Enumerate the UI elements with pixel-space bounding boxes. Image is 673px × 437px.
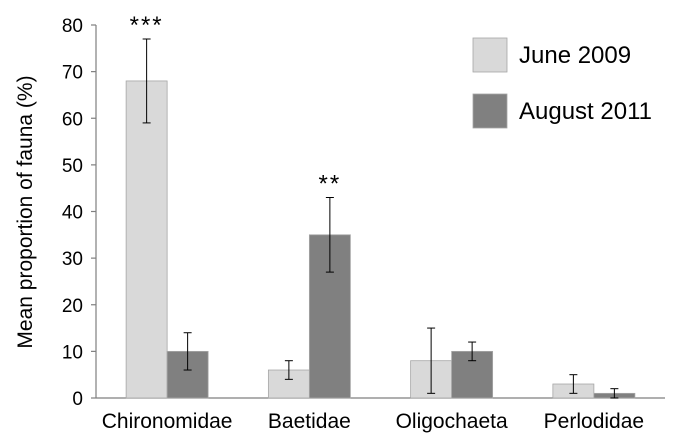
legend-swatch (472, 93, 508, 129)
legend: June 2009 August 2011 (472, 37, 652, 129)
y-tick-label: 70 (62, 63, 83, 84)
bar-june-2009-chironomidae (125, 80, 168, 399)
y-tick-label: 40 (62, 203, 83, 224)
x-category-label: Perlodidae (544, 410, 644, 433)
y-tick-label: 30 (62, 249, 83, 270)
plot-area: 0 10 20 30 40 50 60 70 80 Chironomidae Baetidae Oli… (62, 12, 665, 433)
y-tick-label: 60 (62, 109, 83, 130)
legend-label: June 2009 (519, 42, 631, 69)
x-category-label: Baetidae (268, 410, 351, 433)
y-tick-label: 0 (72, 389, 83, 410)
x-category-label: Oligochaeta (396, 410, 508, 433)
x-category-label: Chironomidae (102, 410, 233, 433)
legend-swatch (472, 37, 508, 73)
y-tick-label: 20 (62, 296, 83, 317)
y-tick-label: 80 (62, 16, 83, 37)
legend-label: August 2011 (519, 98, 652, 125)
y-tick-label: 50 (62, 156, 83, 177)
significance-marker: *** (130, 12, 164, 39)
y-axis-title: Mean proportion of fauna (%) (14, 75, 37, 348)
significance-marker: ** (319, 171, 342, 198)
y-tick-label: 10 (62, 342, 83, 363)
